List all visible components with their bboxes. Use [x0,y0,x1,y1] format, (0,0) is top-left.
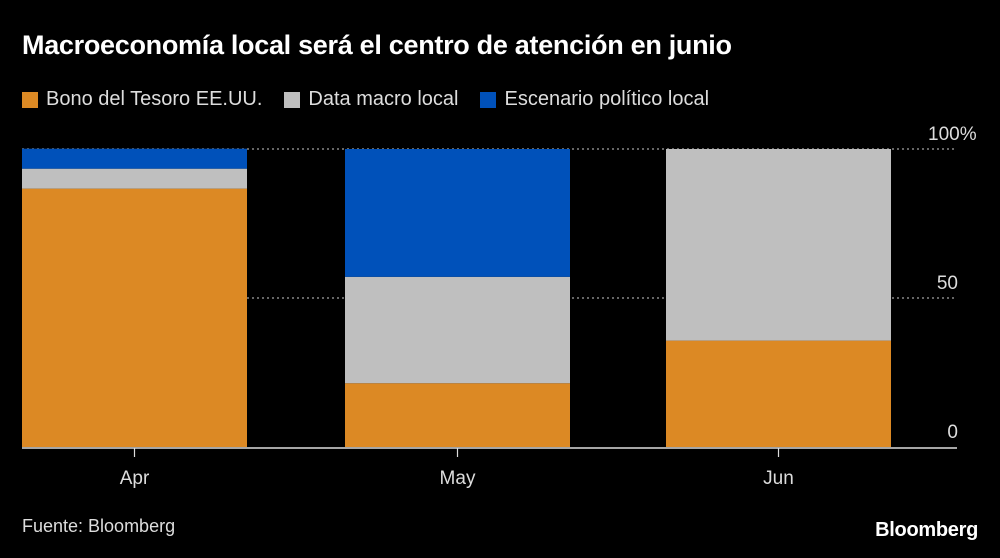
legend-label-data-macro: Data macro local [308,88,459,110]
x-tick-label: Jun [763,468,794,489]
legend-label-bono: Bono del Tesoro EE.UU. [46,88,263,110]
y-tick-label: 50 [937,273,958,294]
legend-label-escenario: Escenario político local [504,88,710,110]
bar-segment-apr-1 [22,168,247,189]
x-tick-label: May [440,468,476,489]
bar-segment-apr-0 [22,188,247,447]
legend-swatch-escenario [480,91,497,108]
legend-item-data-macro: Data macro local [284,88,458,111]
bar-segment-may-0 [345,383,570,447]
legend-swatch-data-macro [284,91,301,108]
bar-segment-jun-0 [666,340,891,447]
y-tick-label: 100% [928,124,977,145]
bloomberg-logo: Bloomberg [875,519,978,541]
source-note: Fuente: Bloomberg [22,516,176,536]
x-tick-label: Apr [120,468,150,489]
bar-segment-jun-1 [666,149,891,341]
legend-swatch-bono [22,91,38,108]
y-tick-label: 0 [947,422,958,443]
legend-item-escenario: Escenario político local [480,88,709,111]
bar-segment-may-2 [345,149,570,277]
bar-segment-apr-2 [22,148,247,169]
chart-title: Macroeconomía local será el centro de at… [22,30,732,60]
legend-item-bono: Bono del Tesoro EE.UU. [22,88,262,111]
legend: Bono del Tesoro EE.UU. Data macro local … [22,88,709,111]
bar-segment-may-1 [345,276,570,384]
